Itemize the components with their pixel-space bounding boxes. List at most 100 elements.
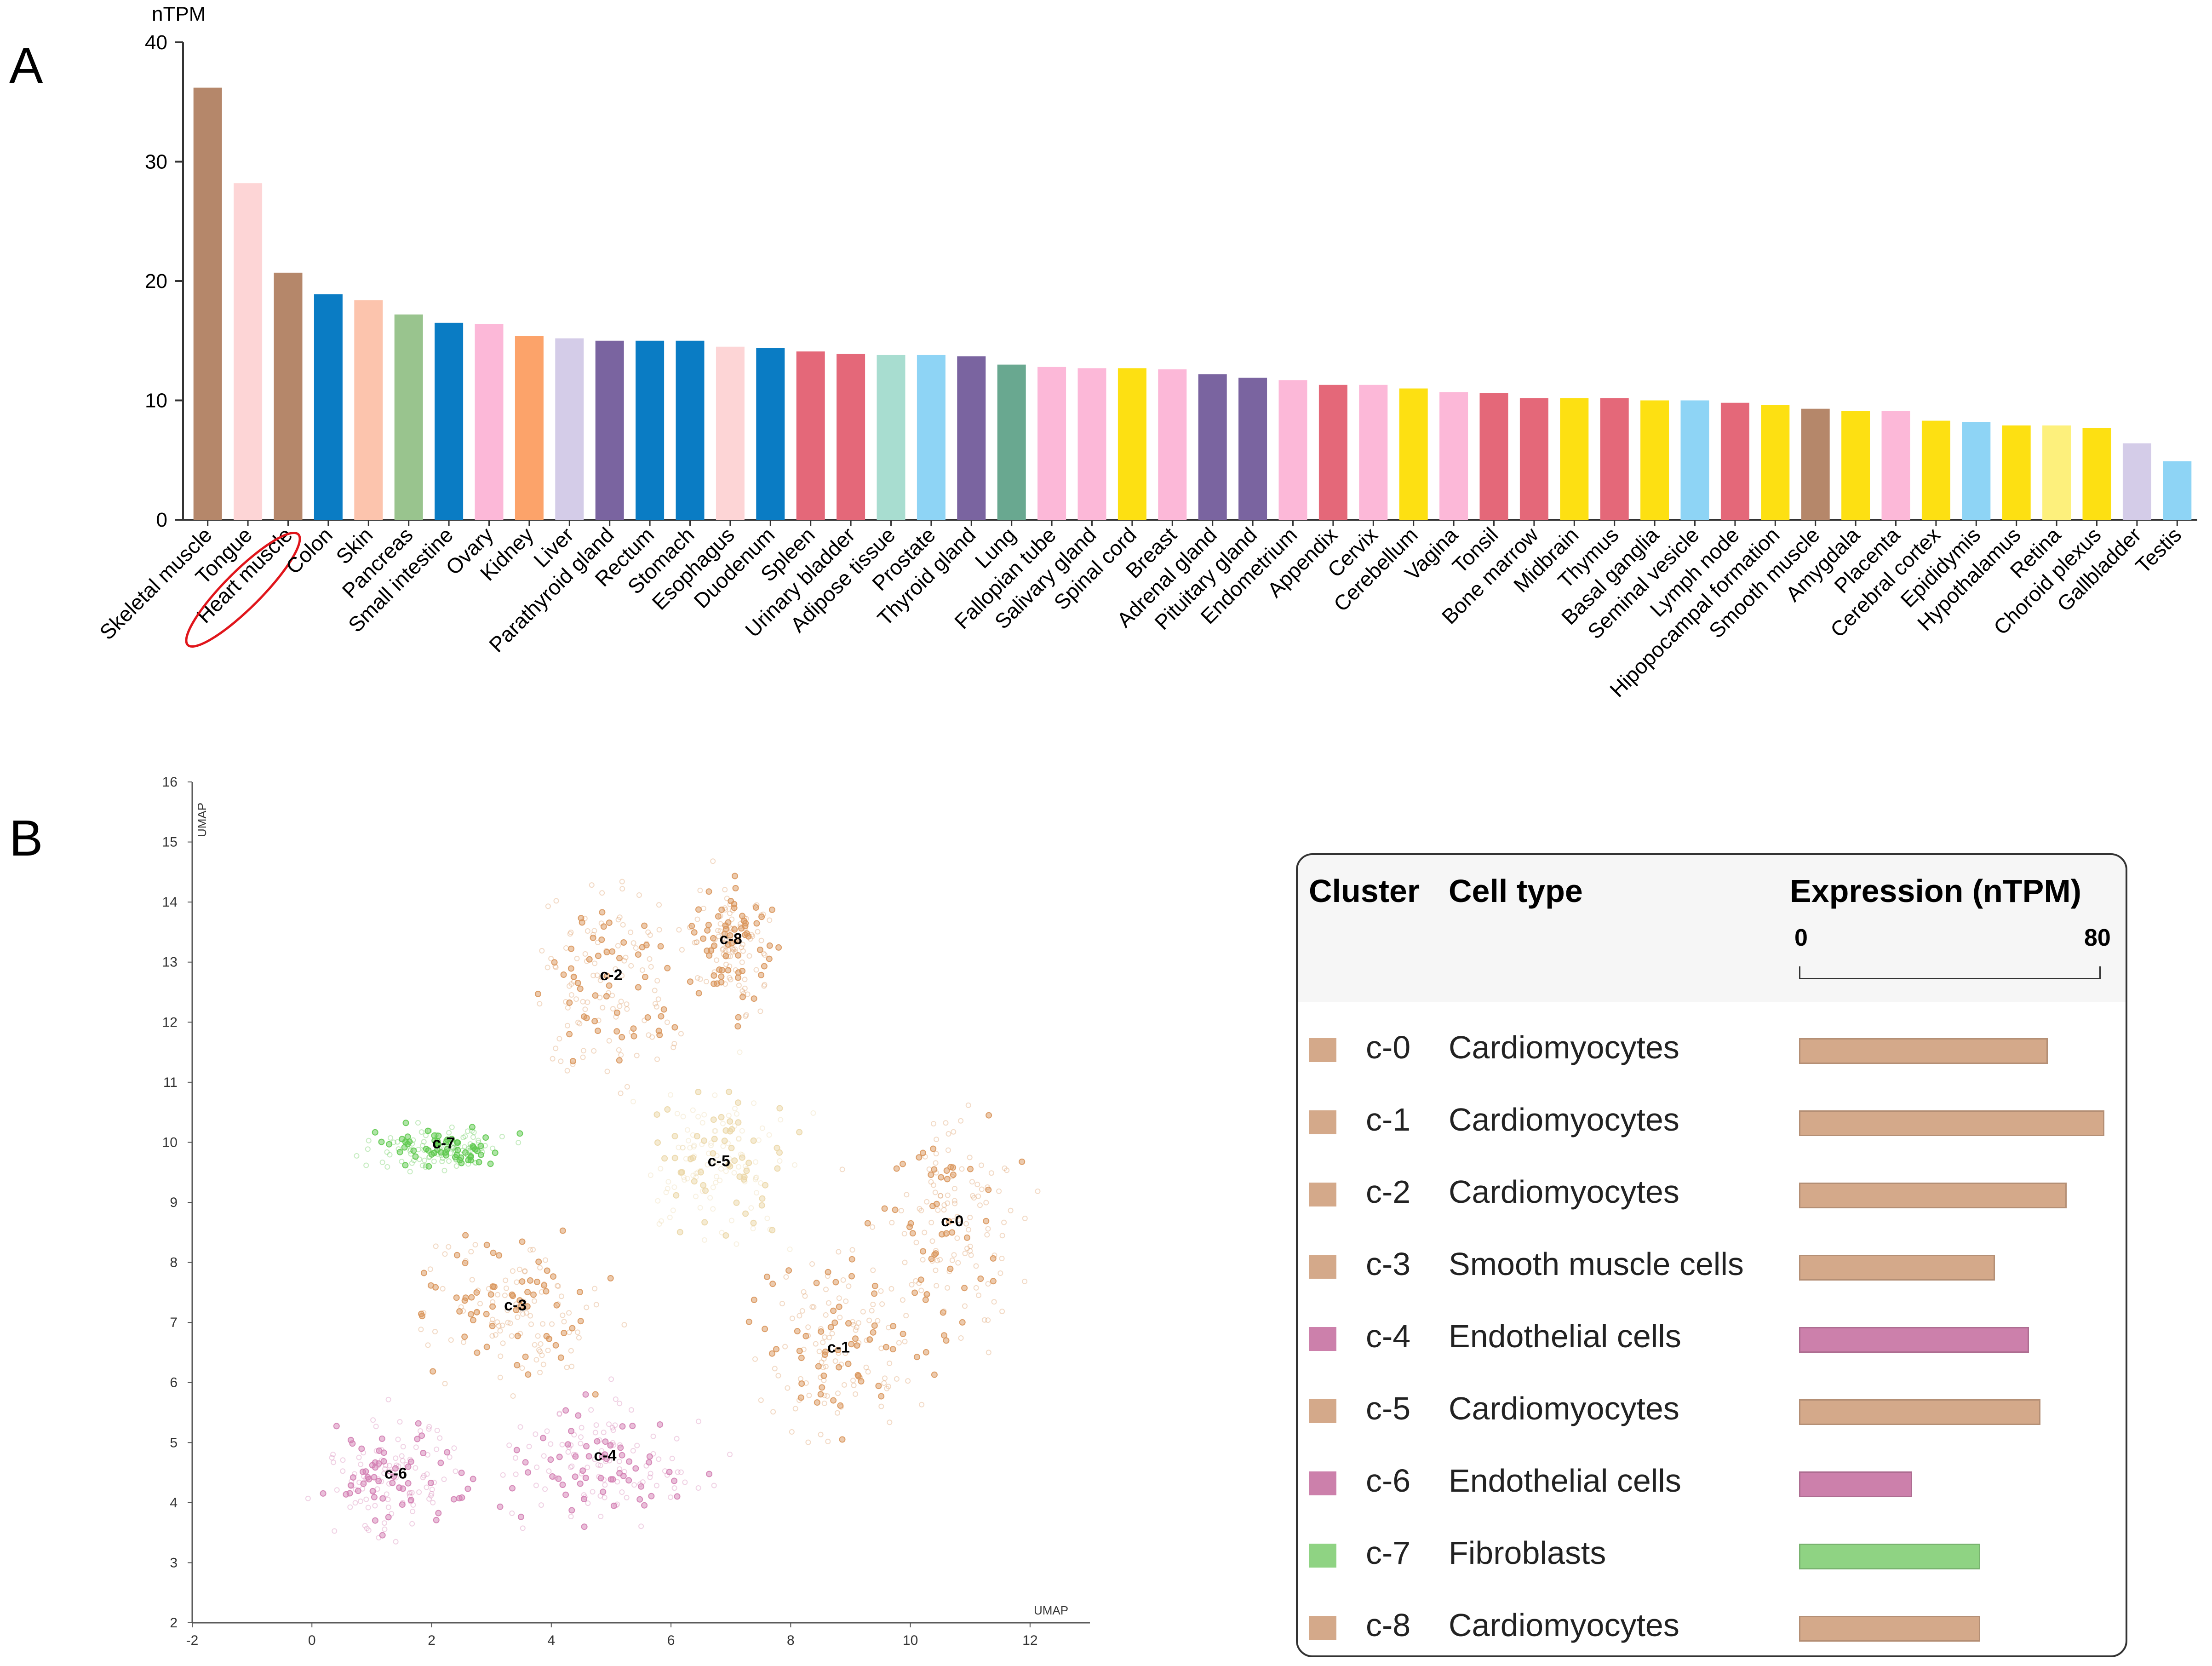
umap-point <box>569 1463 575 1469</box>
umap-point <box>752 904 759 911</box>
umap-point <box>363 1476 369 1482</box>
umap-point <box>941 1202 947 1208</box>
umap-point <box>631 1482 637 1488</box>
umap-point <box>421 1473 427 1479</box>
umap-point <box>597 994 603 1000</box>
umap-point <box>647 932 653 938</box>
umap-point <box>609 1425 615 1430</box>
umap-point <box>674 1436 680 1442</box>
umap-point <box>664 1019 670 1025</box>
umap-point <box>734 1023 741 1030</box>
umap-point <box>686 1137 692 1143</box>
umap-point <box>349 1440 356 1447</box>
bar <box>716 346 745 520</box>
umap-point <box>509 1510 515 1516</box>
umap-point <box>732 1106 738 1112</box>
umap-point <box>693 1133 700 1140</box>
umap-point <box>371 1474 378 1481</box>
umap-point <box>543 1288 550 1295</box>
cell-type: Endothelial cells <box>1449 1318 1681 1354</box>
umap-point <box>718 1166 724 1172</box>
umap-point <box>878 1403 884 1409</box>
umap-point <box>767 917 773 923</box>
umap-point <box>999 1309 1005 1315</box>
umap-point <box>694 916 700 922</box>
umap-point <box>332 1528 338 1534</box>
umap-point <box>425 1163 432 1170</box>
umap-point <box>738 925 745 932</box>
umap-point <box>427 1154 432 1160</box>
umap-point <box>468 1294 475 1301</box>
umap-point <box>867 1336 873 1342</box>
umap-point <box>646 1032 652 1038</box>
umap-point <box>490 1299 496 1305</box>
umap-point <box>913 1240 919 1246</box>
umap-point <box>696 1419 701 1425</box>
umap-point <box>638 1483 645 1490</box>
umap-point <box>400 1485 407 1492</box>
umap-point <box>565 1449 571 1455</box>
umap-point <box>717 928 723 934</box>
umap-point <box>495 1292 501 1298</box>
umap-point <box>358 1445 365 1452</box>
umap-point <box>710 1116 717 1123</box>
umap-point <box>726 1088 733 1095</box>
umap-point <box>943 1167 950 1174</box>
umap-y-tick-label: 8 <box>170 1255 178 1270</box>
umap-point <box>514 1279 520 1285</box>
umap-point <box>596 1017 602 1023</box>
cluster-label: c-0 <box>941 1212 963 1230</box>
umap-point <box>624 1084 630 1090</box>
umap-point <box>389 1480 396 1487</box>
umap-point <box>670 1045 676 1051</box>
umap-point <box>483 1241 490 1248</box>
umap-point <box>818 1328 825 1335</box>
umap-point <box>985 1317 991 1323</box>
umap-point <box>836 1249 842 1255</box>
umap-point <box>754 1190 759 1196</box>
umap-point <box>516 1140 521 1146</box>
umap-point <box>900 1297 905 1303</box>
cluster-label: c-8 <box>720 931 742 948</box>
umap-point <box>761 983 767 989</box>
umap-point <box>499 1134 505 1139</box>
umap-point <box>385 1514 392 1521</box>
umap-point <box>596 1474 602 1480</box>
umap-point <box>534 1465 540 1470</box>
umap-point <box>689 1155 696 1161</box>
umap-point <box>657 943 664 950</box>
umap-point <box>727 910 733 916</box>
umap-point <box>951 1129 957 1135</box>
umap-point <box>809 1261 815 1267</box>
umap-point <box>595 953 602 959</box>
umap-point <box>503 1277 509 1283</box>
umap-point <box>595 1028 601 1034</box>
umap-point <box>550 1056 556 1062</box>
umap-point <box>424 1127 431 1134</box>
umap-y-tick-label: 3 <box>170 1555 178 1570</box>
umap-point <box>730 949 736 955</box>
umap-point <box>674 1111 680 1117</box>
umap-point <box>533 1482 539 1488</box>
umap-point <box>1008 1207 1014 1213</box>
cluster-label: c-5 <box>708 1153 730 1170</box>
umap-point <box>553 1046 559 1051</box>
umap-point <box>720 1143 726 1149</box>
umap-point <box>633 945 639 951</box>
umap-point <box>413 1444 419 1450</box>
umap-point <box>448 1136 455 1143</box>
umap-point <box>749 932 755 938</box>
y-tick-label: 30 <box>145 151 167 173</box>
bar <box>1077 368 1106 520</box>
umap-point <box>520 1525 526 1531</box>
umap-point <box>924 1199 930 1205</box>
umap-point <box>711 942 718 949</box>
umap-point <box>585 1465 590 1471</box>
umap-point <box>757 1008 763 1014</box>
umap-point <box>401 1144 408 1151</box>
umap-point <box>470 1134 476 1140</box>
umap-point <box>782 1344 788 1350</box>
cluster-label: c-6 <box>384 1465 407 1482</box>
umap-point <box>449 1124 455 1130</box>
umap-point <box>320 1490 327 1497</box>
